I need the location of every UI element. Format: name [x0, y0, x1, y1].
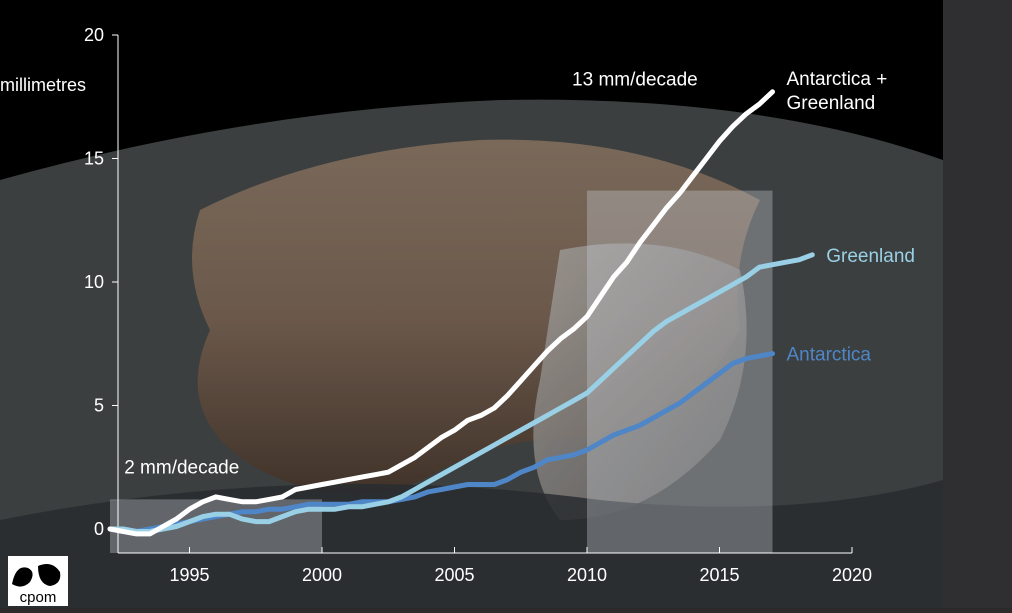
y-ticks: 0 5 10 15 20: [84, 25, 118, 539]
x-tick-label: 2020: [832, 565, 872, 585]
y-tick-label: 5: [94, 396, 104, 416]
axes: 0 5 10 15 20 1995 2000 2005 2010 2015 2020: [84, 25, 872, 585]
annotations: 2 mm/decade 13 mm/decade: [124, 69, 698, 478]
annotation-label: 2 mm/decade: [124, 457, 239, 478]
series-label-greenland: Greenland: [826, 246, 915, 267]
series-labels: Antarctica + Greenland Greenland Antarctica: [787, 69, 915, 366]
highlight-region-2: [587, 190, 773, 554]
series-lines: [107, 89, 815, 537]
y-tick-label: 10: [84, 272, 104, 292]
x-tick-label: 2000: [302, 565, 342, 585]
series-label-antarctica: Antarctica: [787, 345, 872, 366]
y-tick-label: 20: [84, 25, 104, 45]
highlight-regions: [110, 190, 773, 554]
x-tick-label: 1995: [169, 565, 209, 585]
y-axis-label: millimetres: [0, 75, 86, 95]
annotation-label: 13 mm/decade: [572, 69, 698, 90]
series-line-antarctica-greenland: [107, 89, 775, 537]
background-photo: [0, 0, 943, 609]
x-tick-label: 2015: [699, 565, 739, 585]
logo-text: cpom: [20, 589, 57, 606]
y-tick-label: 15: [84, 149, 104, 169]
sea-level-chart: 0 5 10 15 20 1995 2000 2005 2010 2015 2020 Antarc…: [0, 0, 943, 609]
y-tick-label: 0: [94, 519, 104, 539]
series-label-antarctica-greenland: Antarctica + Greenland: [787, 69, 888, 114]
x-tick-label: 2010: [567, 565, 607, 585]
side-panel: [943, 0, 1012, 608]
series-line-greenland: [107, 252, 815, 534]
cpom-logo: cpom: [8, 556, 68, 606]
x-tick-label: 2005: [434, 565, 474, 585]
x-ticks: 1995 2000 2005 2010 2015 2020: [169, 547, 872, 585]
